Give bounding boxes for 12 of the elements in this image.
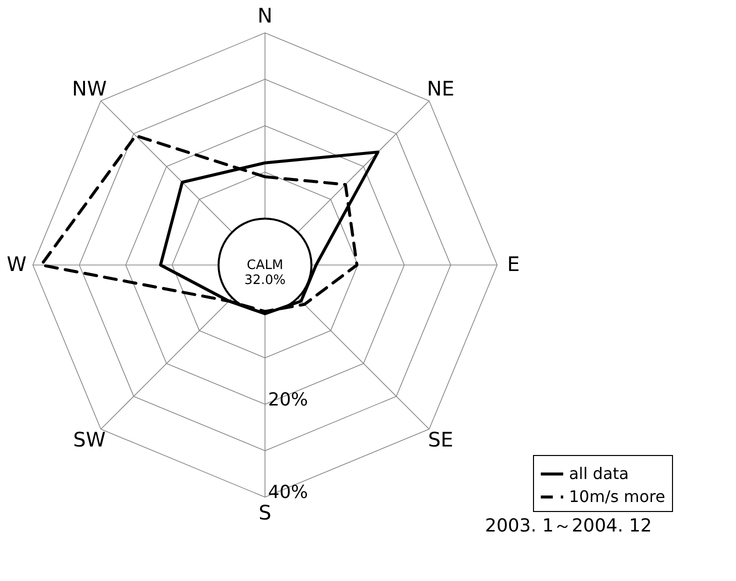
legend-label: 10m/s more — [569, 487, 666, 506]
text: 2003. 1～2004. 12 — [485, 515, 652, 536]
spoke-label: NE — [426, 76, 454, 100]
spoke-label: W — [6, 252, 27, 276]
spoke-label: E — [507, 252, 520, 276]
spoke-label: SE — [428, 428, 454, 452]
spoke-label: SW — [73, 428, 106, 452]
legend-label: all data — [569, 464, 629, 483]
y-tick-label: 20% — [268, 389, 308, 410]
spoke-label: N — [258, 4, 272, 28]
spoke-label: NW — [72, 76, 107, 100]
text: CALM 32.0% — [244, 258, 286, 288]
